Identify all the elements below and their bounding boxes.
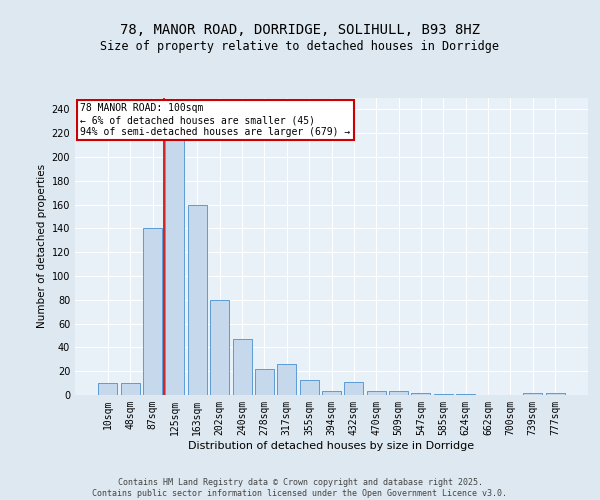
Bar	[367, 392, 386, 395]
Text: 78 MANOR ROAD: 100sqm
← 6% of detached houses are smaller (45)
94% of semi-detac: 78 MANOR ROAD: 100sqm ← 6% of detached h…	[80, 104, 350, 136]
Bar	[412, 392, 430, 395]
Y-axis label: Number of detached properties: Number of detached properties	[37, 164, 47, 328]
Bar	[322, 392, 341, 395]
Bar	[210, 300, 229, 395]
Text: Size of property relative to detached houses in Dorridge: Size of property relative to detached ho…	[101, 40, 499, 53]
Bar	[188, 204, 207, 395]
Bar	[98, 383, 118, 395]
Bar	[277, 364, 296, 395]
Text: Contains HM Land Registry data © Crown copyright and database right 2025.
Contai: Contains HM Land Registry data © Crown c…	[92, 478, 508, 498]
Bar	[456, 394, 475, 395]
Bar	[545, 392, 565, 395]
Bar	[166, 139, 184, 395]
Bar	[299, 380, 319, 395]
Text: 78, MANOR ROAD, DORRIDGE, SOLIHULL, B93 8HZ: 78, MANOR ROAD, DORRIDGE, SOLIHULL, B93 …	[120, 22, 480, 36]
Bar	[143, 228, 162, 395]
Bar	[233, 339, 251, 395]
Bar	[434, 394, 453, 395]
Bar	[121, 383, 140, 395]
Bar	[344, 382, 364, 395]
Bar	[255, 369, 274, 395]
Bar	[523, 392, 542, 395]
Bar	[389, 392, 408, 395]
X-axis label: Distribution of detached houses by size in Dorridge: Distribution of detached houses by size …	[188, 440, 475, 450]
